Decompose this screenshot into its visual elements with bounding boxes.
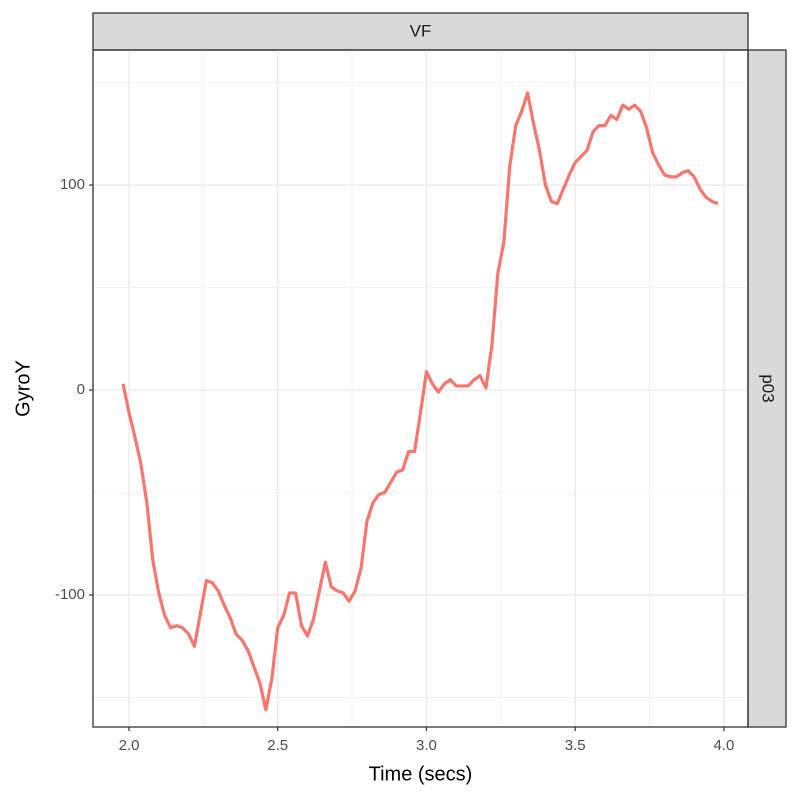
x-tick-label: 2.0: [119, 737, 140, 754]
y-tick-label: -100: [55, 586, 85, 603]
right-strip: [747, 49, 787, 728]
x-tick-label: 3.0: [416, 737, 437, 754]
top-strip: [92, 12, 749, 51]
data-line: [121, 91, 719, 712]
x-axis-title: Time (secs): [369, 763, 473, 785]
y-axis-title: GyroY: [12, 360, 34, 417]
x-tick-label: 2.5: [267, 737, 288, 754]
y-tick-label: 100: [60, 176, 85, 193]
facet-label: VF: [410, 21, 432, 40]
y-tick-label: 0: [77, 381, 85, 398]
facet-label: p03: [759, 374, 778, 402]
x-tick-label: 3.5: [565, 737, 586, 754]
grid: [93, 50, 748, 727]
panel-border: [92, 49, 749, 728]
x-tick-label: 4.0: [713, 737, 734, 754]
plot-area: [121, 91, 719, 712]
